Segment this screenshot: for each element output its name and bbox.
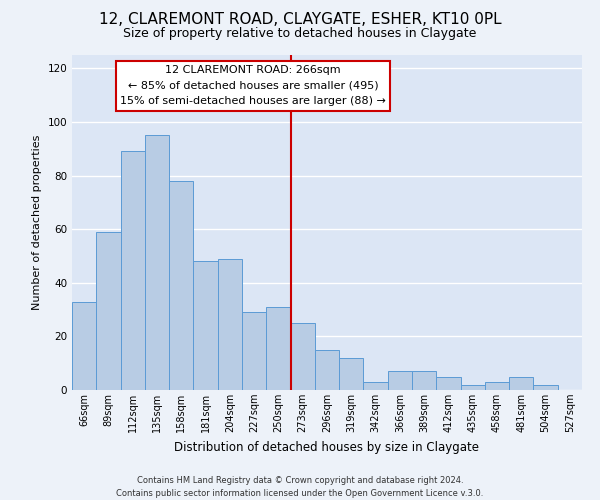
Bar <box>388 371 412 390</box>
Text: 12, CLAREMONT ROAD, CLAYGATE, ESHER, KT10 0PL: 12, CLAREMONT ROAD, CLAYGATE, ESHER, KT1… <box>98 12 502 28</box>
Bar <box>436 376 461 390</box>
Bar <box>533 384 558 390</box>
Bar <box>364 382 388 390</box>
Bar <box>145 136 169 390</box>
Bar <box>485 382 509 390</box>
Text: Contains HM Land Registry data © Crown copyright and database right 2024.
Contai: Contains HM Land Registry data © Crown c… <box>116 476 484 498</box>
Bar <box>193 262 218 390</box>
Bar <box>72 302 96 390</box>
Bar <box>242 312 266 390</box>
Bar <box>339 358 364 390</box>
Bar <box>96 232 121 390</box>
Bar <box>266 307 290 390</box>
Text: Size of property relative to detached houses in Claygate: Size of property relative to detached ho… <box>124 28 476 40</box>
Bar <box>412 371 436 390</box>
Y-axis label: Number of detached properties: Number of detached properties <box>32 135 42 310</box>
Bar <box>121 152 145 390</box>
X-axis label: Distribution of detached houses by size in Claygate: Distribution of detached houses by size … <box>175 440 479 454</box>
Bar <box>218 258 242 390</box>
Bar <box>169 181 193 390</box>
Bar <box>461 384 485 390</box>
Bar <box>290 323 315 390</box>
Bar <box>509 376 533 390</box>
Bar <box>315 350 339 390</box>
Text: 12 CLAREMONT ROAD: 266sqm
← 85% of detached houses are smaller (495)
15% of semi: 12 CLAREMONT ROAD: 266sqm ← 85% of detac… <box>120 65 386 106</box>
